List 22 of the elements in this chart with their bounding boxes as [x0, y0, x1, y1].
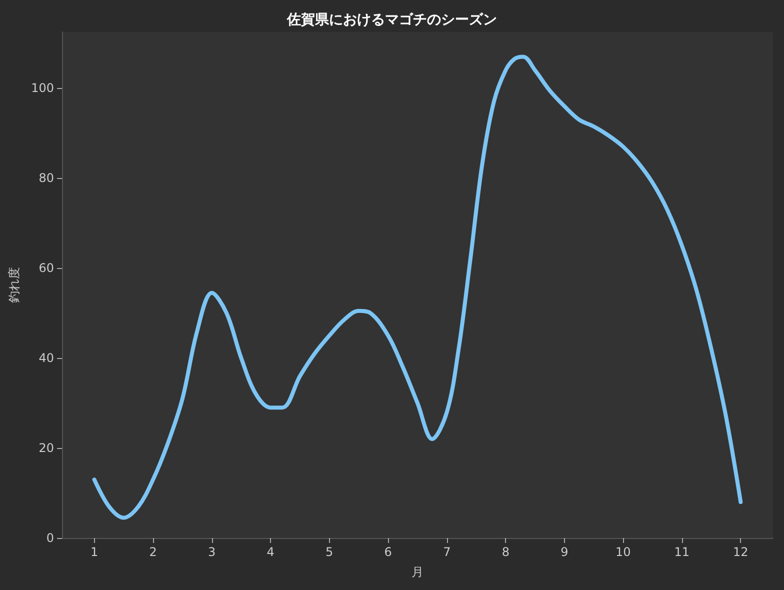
x-axis-title: 月	[412, 565, 424, 579]
y-axis-title: 釣れ度	[7, 267, 22, 303]
x-tick-label: 8	[502, 545, 510, 559]
y-tick-label: 40	[38, 351, 54, 366]
x-tick-label: 2	[149, 545, 157, 559]
x-tick-label: 9	[560, 545, 568, 559]
x-tick-label: 12	[733, 545, 748, 559]
x-tick-label: 1	[90, 545, 98, 559]
y-tick-label: 0	[46, 531, 54, 545]
x-tick-label: 11	[674, 545, 690, 559]
x-tick-label: 3	[208, 545, 216, 559]
y-tick-label: 60	[38, 261, 54, 276]
x-tick-label: 5	[326, 545, 334, 559]
chart-title: 佐賀県におけるマゴチのシーズン	[286, 12, 497, 28]
y-tick-label: 80	[38, 171, 54, 186]
y-tick-label: 20	[38, 441, 54, 456]
x-tick-label: 4	[266, 545, 274, 559]
x-tick-label: 6	[384, 545, 392, 559]
line-series	[92, 54, 743, 520]
y-tick-label: 100	[31, 81, 54, 96]
x-tick-label: 10	[616, 545, 631, 559]
x-tick-label: 7	[443, 545, 451, 559]
